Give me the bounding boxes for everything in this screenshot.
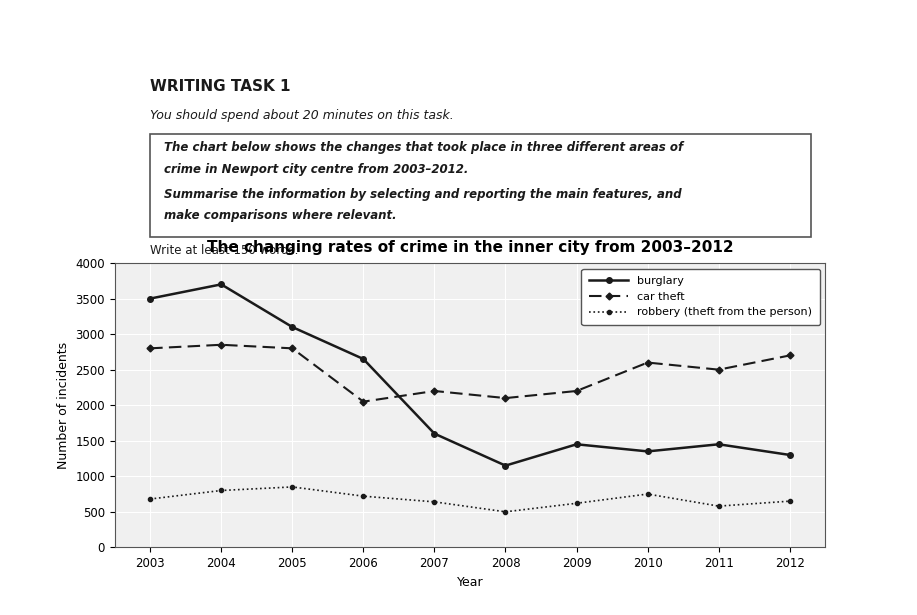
FancyBboxPatch shape	[150, 134, 812, 237]
Text: Write at least 150 words.: Write at least 150 words.	[150, 244, 299, 258]
Text: The chart below shows the changes that took place in three different areas of: The chart below shows the changes that t…	[164, 141, 683, 154]
Title: The changing rates of crime in the inner city from 2003–2012: The changing rates of crime in the inner…	[206, 240, 734, 255]
Text: crime in Newport city centre from 2003–2012.: crime in Newport city centre from 2003–2…	[164, 162, 469, 176]
Text: You should spend about 20 minutes on this task.: You should spend about 20 minutes on thi…	[150, 109, 454, 122]
Legend: burglary, car theft, robbery (theft from the person): burglary, car theft, robbery (theft from…	[581, 269, 820, 325]
Text: WRITING TASK 1: WRITING TASK 1	[150, 79, 291, 94]
Y-axis label: Number of incidents: Number of incidents	[57, 342, 70, 469]
Text: make comparisons where relevant.: make comparisons where relevant.	[164, 209, 397, 222]
Text: Summarise the information by selecting and reporting the main features, and: Summarise the information by selecting a…	[164, 188, 682, 200]
X-axis label: Year: Year	[457, 576, 483, 589]
